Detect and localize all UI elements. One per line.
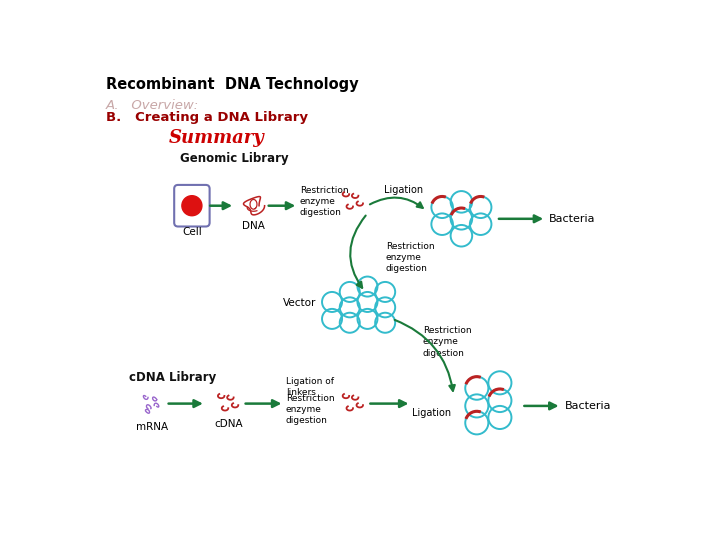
Text: DNA: DNA — [242, 221, 265, 231]
Text: cDNA Library: cDNA Library — [129, 372, 216, 384]
Text: Ligation of
linkers: Ligation of linkers — [286, 376, 334, 397]
Text: Ligation: Ligation — [412, 408, 451, 418]
Text: mRNA: mRNA — [136, 422, 168, 432]
FancyArrowPatch shape — [370, 198, 423, 208]
FancyArrowPatch shape — [350, 215, 366, 288]
Text: Ligation: Ligation — [384, 185, 423, 194]
Text: Bacteria: Bacteria — [549, 214, 595, 224]
Text: Genomic Library: Genomic Library — [180, 152, 289, 165]
Text: Restriction
enzyme
digestion: Restriction enzyme digestion — [386, 242, 435, 273]
Text: A.   Overview:: A. Overview: — [106, 99, 199, 112]
FancyBboxPatch shape — [174, 185, 210, 226]
Text: Bacteria: Bacteria — [564, 401, 611, 411]
Text: Vector: Vector — [283, 299, 316, 308]
Text: Cell: Cell — [182, 227, 202, 237]
Text: Recombinant  DNA Technology: Recombinant DNA Technology — [106, 77, 359, 92]
Text: Summary: Summary — [168, 129, 264, 147]
Text: cDNA: cDNA — [215, 419, 243, 429]
FancyArrowPatch shape — [395, 320, 455, 391]
Text: Restriction
enzyme
digestion: Restriction enzyme digestion — [300, 186, 348, 218]
Text: Restriction
enzyme
digestion: Restriction enzyme digestion — [423, 326, 472, 357]
Circle shape — [182, 195, 202, 215]
Text: Restriction
enzyme
digestion: Restriction enzyme digestion — [286, 394, 335, 426]
Text: B.   Creating a DNA Library: B. Creating a DNA Library — [106, 111, 307, 124]
